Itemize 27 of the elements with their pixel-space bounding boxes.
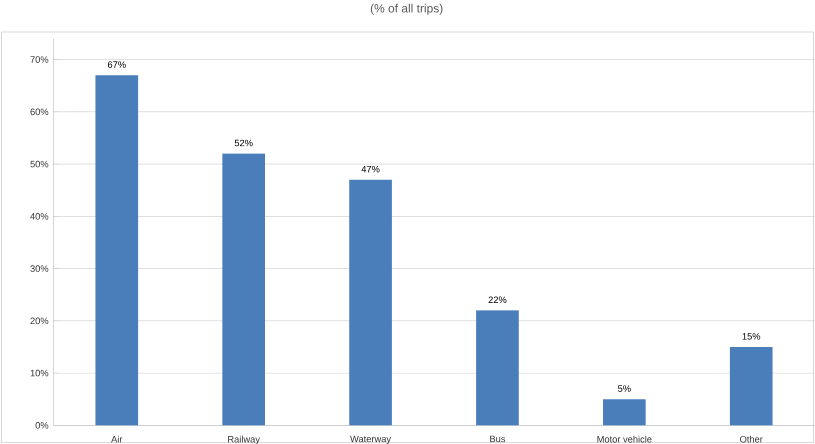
bar xyxy=(95,75,138,426)
y-tick-label: 40% xyxy=(30,213,48,220)
data-label: 47% xyxy=(361,166,380,172)
x-tick-label: Waterway xyxy=(350,436,392,444)
data-label: 5% xyxy=(618,385,631,392)
bar xyxy=(222,154,265,426)
data-label: 15% xyxy=(742,333,760,340)
bar xyxy=(476,310,519,426)
bar xyxy=(730,346,773,426)
y-tick-label: 20% xyxy=(30,318,48,324)
data-label: 52% xyxy=(234,140,253,146)
x-tick-label: Air xyxy=(111,436,122,442)
x-tick-label: Railway xyxy=(228,436,260,444)
y-tick-label: 10% xyxy=(30,370,48,376)
data-label: 22% xyxy=(488,296,506,304)
bar xyxy=(603,399,646,426)
y-tick-label: 70% xyxy=(30,56,48,63)
data-label: 67% xyxy=(108,61,126,68)
x-tick-label: Bus xyxy=(490,436,506,442)
x-tick-label: Other xyxy=(740,436,763,443)
chart-title: (% of all trips) xyxy=(370,4,442,15)
y-tick-label: 50% xyxy=(30,160,48,168)
y-tick-label: 60% xyxy=(30,108,48,116)
x-tick-label: Motor vehicle xyxy=(597,436,652,443)
bar xyxy=(349,180,392,426)
y-tick-label: 0% xyxy=(36,422,48,429)
y-tick-label: 30% xyxy=(30,265,48,272)
